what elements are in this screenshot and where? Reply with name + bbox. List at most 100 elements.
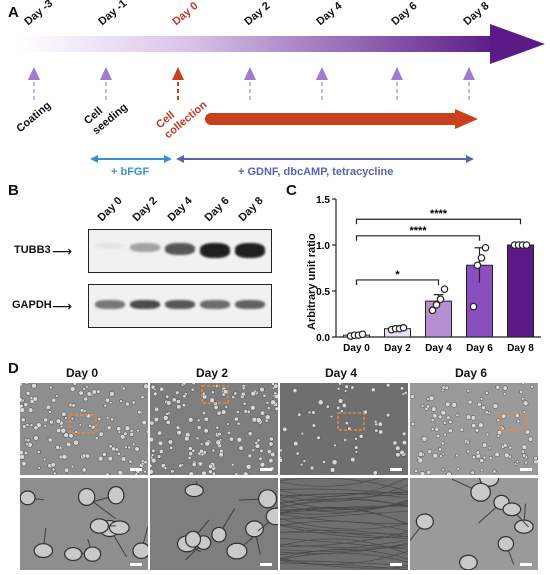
cell-dot: [479, 458, 485, 463]
cell-dot: [70, 464, 75, 469]
cell-dot: [485, 432, 490, 437]
up-arrow-icon: [316, 67, 328, 80]
cell-dot: [385, 383, 391, 388]
cell-dot: [226, 430, 231, 435]
timeline-graphic: [20, 24, 545, 163]
panel-a-letter: A: [8, 4, 19, 21]
data-point: [440, 285, 449, 293]
scale-bar: [260, 468, 272, 471]
neurite: [280, 562, 408, 570]
cell-dot: [435, 433, 441, 439]
cell-dot: [78, 423, 82, 427]
neurite: [280, 484, 408, 502]
cell-dot: [524, 460, 529, 465]
cell-dot: [33, 425, 39, 431]
cell-dot: [184, 435, 190, 442]
micrograph-zoom: [150, 478, 278, 570]
cell-dot: [42, 457, 47, 462]
cell-dot: [333, 443, 337, 448]
cell-dot: [121, 386, 126, 391]
cell-dot: [169, 445, 174, 450]
up-arrow-icon: [172, 67, 184, 80]
cell-dot: [426, 469, 432, 475]
cell-dot: [222, 389, 228, 395]
up-arrow-icon: [100, 67, 112, 80]
cell-dot: [129, 432, 135, 437]
cell-dot: [29, 396, 34, 400]
cell-dot: [123, 431, 128, 436]
cell-dot: [187, 456, 192, 460]
cell-dot: [270, 399, 276, 406]
cell-dot: [226, 422, 230, 426]
cell-dot: [247, 431, 253, 437]
cell-dot: [20, 417, 26, 423]
cell-dot: [63, 467, 70, 473]
cell-dot: [119, 399, 123, 404]
cell-dot: [171, 397, 177, 403]
cell-dot: [31, 383, 37, 389]
cell-dot: [145, 429, 148, 434]
cell-dot: [455, 413, 460, 418]
cell-dot: [241, 386, 246, 391]
cell-dot: [502, 392, 507, 396]
cell-dot: [350, 457, 356, 463]
cell-dot: [341, 403, 347, 409]
cell-dot: [426, 397, 430, 401]
cell-dot: [503, 452, 510, 459]
cell-dot: [399, 449, 405, 456]
cell-dot: [150, 436, 154, 443]
significance-bracket: [355, 279, 440, 285]
cell-body: [502, 502, 522, 517]
cell-dot: [487, 446, 492, 450]
timeline-arrow-shaft: [20, 36, 498, 52]
cell-dot: [29, 423, 34, 428]
cell-dot: [116, 451, 121, 456]
cell-dot: [417, 457, 424, 464]
y-tick-label: 0.0: [316, 333, 330, 344]
cell-dot: [150, 463, 153, 469]
cell-dot: [430, 427, 435, 432]
cell-dot: [74, 430, 78, 434]
arrow-icon: ⟶: [52, 243, 73, 259]
cell-dot: [81, 467, 87, 473]
cell-dot: [199, 448, 204, 454]
cell-dot: [474, 428, 480, 433]
cell-dot: [176, 430, 182, 436]
cell-body: [20, 490, 36, 506]
cell-dot: [358, 434, 364, 439]
cell-dot: [134, 472, 139, 475]
cell-dot: [427, 449, 433, 455]
data-point: [358, 330, 367, 339]
cell-dot: [354, 450, 359, 454]
cell-dot: [73, 439, 79, 446]
cell-dot: [124, 425, 131, 431]
cell-body: [415, 513, 434, 530]
cell-dot: [268, 441, 274, 447]
cell-dot: [399, 386, 405, 391]
cell-dot: [492, 469, 497, 474]
cell-dot: [521, 383, 526, 386]
neurite: [280, 510, 408, 520]
cell-dot: [338, 383, 343, 386]
cell-body: [184, 483, 204, 498]
cell-dot: [156, 454, 162, 459]
cell-dot: [240, 391, 246, 397]
cell-dot: [467, 399, 473, 405]
cell-dot: [418, 451, 424, 457]
x-tick-label: Day 0: [343, 343, 370, 354]
cell-dot: [45, 404, 51, 410]
cell-dot: [521, 397, 525, 401]
cell-dot: [521, 444, 528, 450]
neurite: [280, 538, 408, 555]
cell-dot: [106, 425, 112, 431]
cell-body: [226, 542, 248, 560]
blot-tubb3: [88, 229, 272, 273]
cell-dot: [374, 428, 379, 433]
lane-label: Day 6: [202, 194, 232, 224]
cell-dot: [191, 462, 197, 467]
cell-dot: [446, 415, 451, 420]
cell-dot: [210, 390, 215, 395]
cell-dot: [295, 451, 300, 456]
blot-band: [130, 300, 160, 309]
bfgf-label: + bFGF: [111, 166, 150, 178]
